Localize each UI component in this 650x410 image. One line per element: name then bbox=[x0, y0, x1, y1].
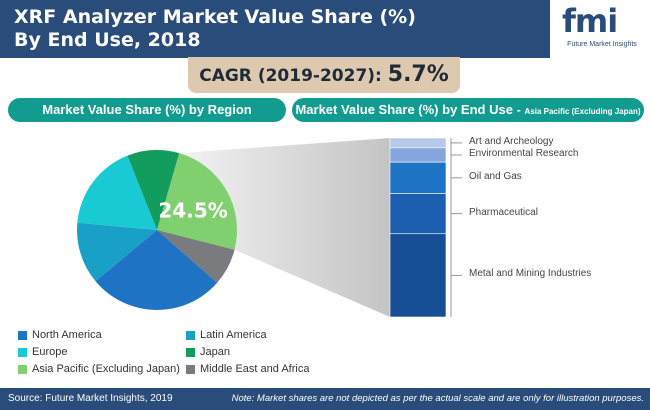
cagr-value: 5.7% bbox=[387, 62, 449, 87]
legend-label: Asia Pacific (Excluding Japan) bbox=[32, 363, 180, 375]
legend-item-asia-pacific-excluding-japan: Asia Pacific (Excluding Japan) bbox=[18, 363, 180, 375]
bar-segment-environmental-research bbox=[389, 147, 447, 163]
cagr-label: CAGR (2019-2027): bbox=[199, 66, 388, 86]
stack-label-environmental-research: Environmental Research bbox=[469, 148, 579, 159]
pie-slice-japan bbox=[127, 149, 180, 230]
pie-to-bar-connector bbox=[179, 138, 390, 317]
pie-slice-europe bbox=[77, 155, 157, 230]
legend-item-japan: Japan bbox=[186, 346, 230, 358]
legend-label: North America bbox=[32, 329, 102, 341]
header-bar: XRF Analyzer Market Value Share (%) By E… bbox=[0, 0, 650, 58]
bar-segment-metal-and-mining-industries bbox=[389, 233, 447, 318]
title-line-2: By End Use, 2018 bbox=[14, 29, 201, 51]
cagr-banner: CAGR (2019-2027): 5.7% bbox=[188, 57, 460, 93]
end-use-section-subtitle: Asia Pacific (Excluding Japan) bbox=[524, 107, 641, 116]
pie-slice-middle-east-and-africa bbox=[157, 230, 235, 283]
legend-item-latin-america: Latin America bbox=[186, 329, 267, 341]
legend-label: Latin America bbox=[200, 329, 267, 341]
legend-swatch bbox=[186, 364, 195, 374]
logo-mark: fmi bbox=[562, 2, 618, 40]
legend-label: Europe bbox=[32, 346, 68, 358]
pie-data-label: 24.5% bbox=[158, 198, 227, 222]
legend-item-north-america: North America bbox=[18, 329, 102, 341]
brand-logo: fmi Future Market Insights bbox=[550, 0, 650, 58]
legend-swatch bbox=[186, 347, 195, 357]
pie-slice-asia-pacific-excluding-japan bbox=[157, 153, 237, 250]
title-line-1: XRF Analyzer Market Value Share (%) bbox=[14, 6, 416, 28]
note-text: Note: Market shares are not depicted as … bbox=[231, 393, 644, 404]
end-use-section-title: Market Value Share (%) by End Use - bbox=[295, 102, 525, 117]
footer-bar: Source: Future Market Insights, 2019 Not… bbox=[0, 388, 650, 410]
stack-label-pharmaceutical: Pharmaceutical bbox=[469, 206, 538, 218]
legend-swatch bbox=[18, 347, 27, 357]
stack-label-oil-and-gas: Oil and Gas bbox=[469, 170, 522, 182]
legend-swatch bbox=[186, 330, 195, 340]
logo-subtitle: Future Market Insights bbox=[567, 41, 637, 48]
pie-slice-latin-america bbox=[77, 222, 157, 282]
pie-slice-north-america bbox=[95, 230, 218, 310]
bar-segment-oil-and-gas bbox=[389, 161, 447, 194]
legend-label: Japan bbox=[200, 346, 230, 358]
source-text: Source: Future Market Insights, 2019 bbox=[8, 393, 173, 404]
stack-label-metal-and-mining-industries: Metal and Mining Industries bbox=[469, 268, 592, 280]
legend-swatch bbox=[18, 364, 27, 374]
bar-segment-art-and-archeology bbox=[389, 137, 447, 149]
stack-label-art-and-archeology: Art and Archeology bbox=[469, 135, 554, 147]
bar-segment-pharmaceutical bbox=[389, 193, 447, 235]
end-use-section-header: Market Value Share (%) by End Use - Asia… bbox=[292, 98, 644, 122]
legend-item-middle-east-and-africa: Middle East and Africa bbox=[186, 363, 309, 375]
legend-label: Middle East and Africa bbox=[200, 363, 310, 375]
legend-swatch bbox=[18, 330, 27, 340]
legend-item-europe: Europe bbox=[18, 346, 67, 358]
region-section-header: Market Value Share (%) by Region bbox=[8, 98, 286, 122]
page-title: XRF Analyzer Market Value Share (%) By E… bbox=[14, 6, 444, 52]
